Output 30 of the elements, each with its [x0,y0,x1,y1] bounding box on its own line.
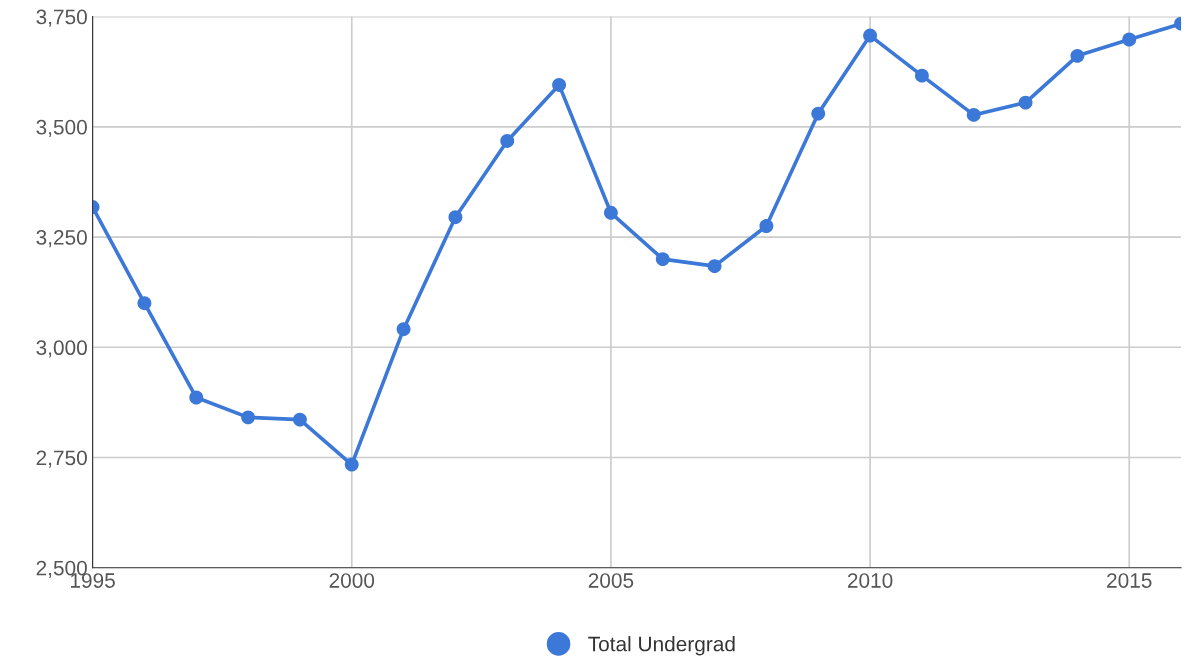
point [344,457,359,472]
point [966,107,981,122]
y-tick-label: 3,500 [36,119,87,138]
x-tick-label: 2000 [329,573,375,588]
x-tick-label: 2015 [1107,573,1152,588]
point [1018,95,1033,110]
point [552,77,567,92]
y-tick-label: 3,000 [36,340,87,358]
point [292,412,307,427]
point [448,210,463,225]
y-tick-label: 3,750 [36,9,87,27]
point [655,252,670,267]
point [137,296,152,311]
point [500,133,515,148]
legend-label: Total Undergrad [588,636,735,656]
x-tick-label: 2005 [588,573,634,588]
x-tick-label: 2010 [847,573,893,588]
point [603,205,618,220]
point [914,68,929,83]
point [396,322,411,337]
point [189,390,204,405]
point [1070,48,1085,63]
point [707,259,722,274]
point [241,410,256,425]
point [759,219,774,233]
y-tick-label: 3,250 [36,230,87,248]
point [811,106,826,121]
point [1122,32,1137,47]
y-tick-label: 2,750 [36,450,87,468]
point [863,28,878,43]
